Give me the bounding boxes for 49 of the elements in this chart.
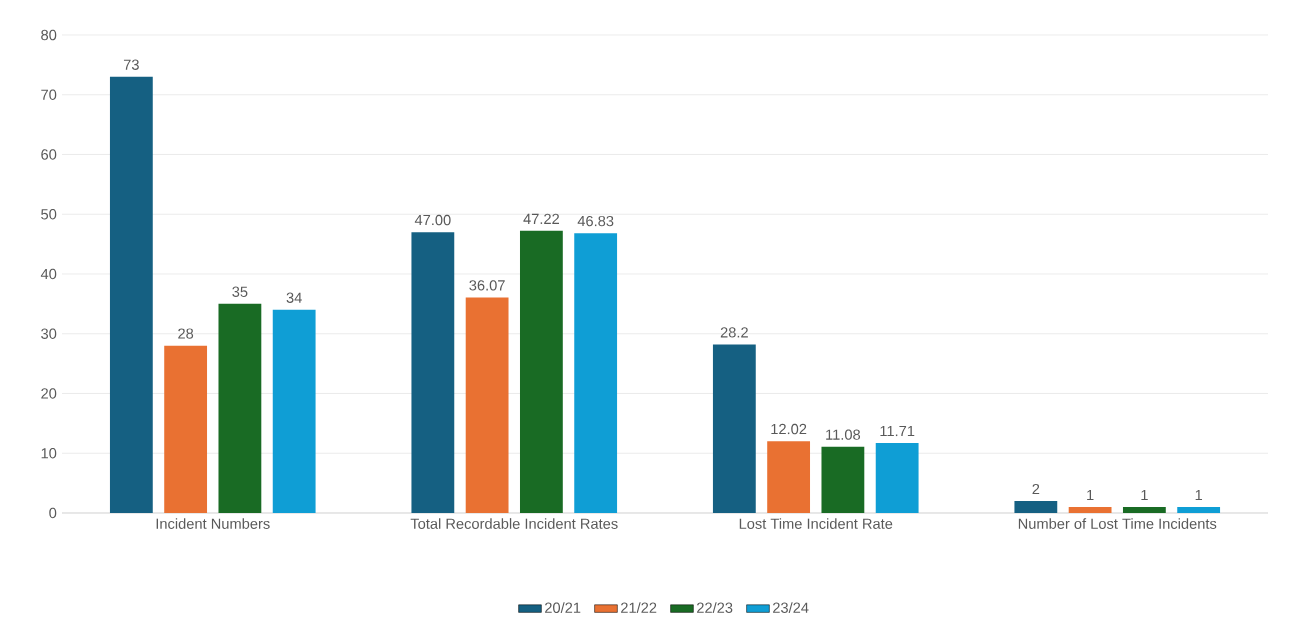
- bar: [821, 446, 865, 513]
- data-label: 1: [1195, 489, 1203, 500]
- bar: [574, 233, 618, 513]
- bar: [272, 309, 316, 513]
- data-label: 12.02: [771, 423, 807, 435]
- data-label: 47.00: [414, 214, 451, 226]
- bar: [218, 303, 262, 513]
- data-label: 46.83: [577, 215, 614, 227]
- legend-label: 21/22: [621, 602, 657, 613]
- data-label: 11.71: [880, 425, 915, 436]
- x-tick-label: Number of Lost Time Incidents: [1018, 517, 1217, 529]
- x-tick-label: Lost Time Incident Rate: [739, 517, 893, 529]
- bar: [767, 441, 811, 513]
- data-label: 2: [1032, 483, 1040, 494]
- y-tick-label: 80: [41, 29, 57, 41]
- data-label: 73: [123, 59, 139, 70]
- data-label: 36.07: [469, 280, 505, 291]
- bar: [875, 442, 919, 513]
- data-label: 1: [1141, 489, 1148, 500]
- y-tick-label: 10: [41, 447, 57, 459]
- bar: [1122, 506, 1166, 513]
- x-tick-label: Total Recordable Incident Rates: [410, 517, 618, 529]
- legend-label: 23/24: [773, 602, 809, 613]
- bar: [519, 230, 563, 513]
- y-tick-label: 50: [41, 208, 57, 220]
- bar: [109, 76, 153, 513]
- legend-label: 22/23: [697, 602, 733, 613]
- y-tick-label: 60: [41, 149, 57, 160]
- bar: [1068, 506, 1112, 513]
- bar: [164, 345, 208, 513]
- bar: [411, 232, 455, 513]
- y-tick-label: 40: [40, 268, 57, 280]
- bar: [465, 297, 509, 513]
- bar: [1014, 500, 1058, 513]
- y-tick-label: 0: [49, 507, 57, 519]
- bar: [1177, 506, 1221, 513]
- data-label: 1: [1087, 489, 1094, 500]
- x-tick-label: Incident Numbers: [156, 517, 270, 529]
- y-tick-label: 20: [41, 388, 57, 399]
- legend-label: 20/21: [545, 602, 581, 613]
- data-label: 28.2: [720, 327, 748, 338]
- data-label: 47.22: [523, 213, 559, 224]
- data-label: 28: [178, 328, 194, 339]
- data-label: 34: [286, 292, 302, 303]
- data-label: 35: [232, 286, 248, 297]
- bar: [712, 344, 756, 513]
- data-label: 11.08: [826, 429, 861, 440]
- y-tick-label: 70: [41, 89, 57, 100]
- y-tick-label: 30: [41, 328, 57, 339]
